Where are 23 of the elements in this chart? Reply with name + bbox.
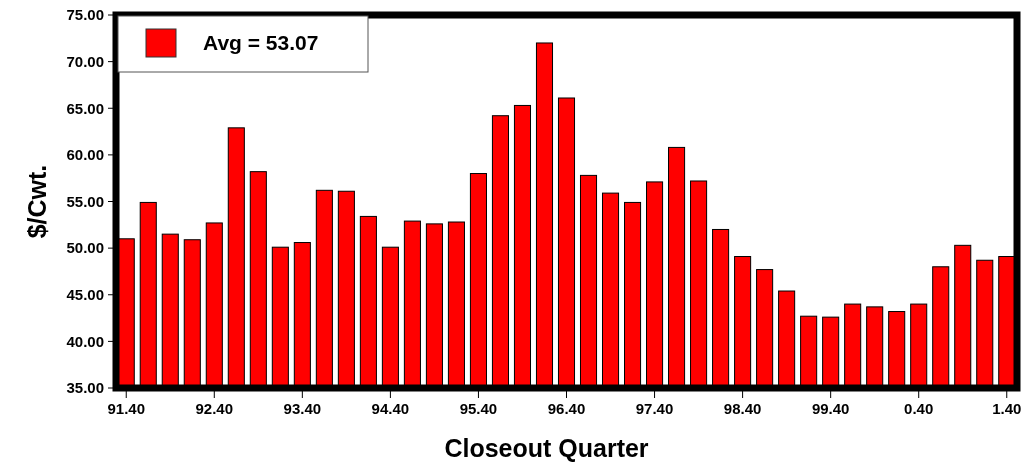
y-tick-label: 65.00 — [66, 99, 104, 117]
x-tick-label: 92.40 — [195, 400, 234, 417]
x-tick-label: 93.40 — [283, 400, 322, 417]
x-tick-label: 94.40 — [371, 400, 410, 417]
y-tick-label: 55.00 — [66, 192, 104, 210]
y-tick-label: 45.00 — [66, 286, 104, 303]
x-axis-title: Closeout Quarter — [444, 434, 649, 462]
x-tick-label: 0.40 — [904, 400, 934, 417]
x-tick-label: 1.40 — [992, 400, 1022, 417]
y-tick-label: 35.00 — [66, 379, 104, 397]
y-tick-label: 70.00 — [66, 52, 104, 70]
x-tick-label: 98.40 — [723, 400, 762, 417]
x-tick-label: 99.40 — [811, 400, 850, 417]
y-tick-label: 60.00 — [66, 146, 104, 164]
y-tick-label: 50.00 — [66, 239, 104, 257]
x-tick-label: 91.40 — [107, 400, 146, 417]
x-tick-label: 95.40 — [459, 400, 498, 417]
y-axis-title: $/Cwt. — [23, 164, 51, 239]
y-tick-label: 75.00 — [66, 6, 104, 24]
y-tick-label: 40.00 — [66, 332, 104, 350]
x-tick-label: 96.40 — [547, 400, 586, 417]
x-tick-label: 97.40 — [635, 400, 674, 417]
legend-label: Avg = 53.07 — [203, 31, 319, 55]
